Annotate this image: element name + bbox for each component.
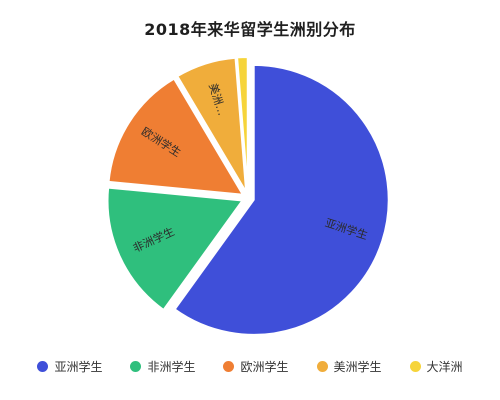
pie-slice[interactable] — [173, 63, 390, 336]
legend-item[interactable]: 欧洲学生 — [223, 358, 289, 375]
legend-swatch — [316, 360, 328, 372]
legend-item[interactable]: 大洋洲 — [409, 358, 463, 375]
legend-label: 美洲学生 — [333, 359, 382, 374]
legend-label: 大洋洲 — [426, 359, 463, 374]
legend-swatch — [130, 360, 142, 372]
legend: 亚洲学生 非洲学生 欧洲学生 美洲学生 大洋洲 — [0, 356, 500, 376]
legend-label: 亚洲学生 — [54, 359, 103, 374]
pie-slice[interactable] — [107, 77, 244, 196]
legend-label: 欧洲学生 — [240, 359, 289, 374]
legend-item[interactable]: 非洲学生 — [130, 358, 195, 375]
legend-label: 非洲学生 — [147, 359, 196, 374]
pie-slice[interactable] — [176, 56, 248, 194]
pie-slice[interactable] — [236, 56, 249, 194]
legend-swatch — [37, 360, 49, 372]
legend-item[interactable]: 亚洲学生 — [37, 358, 102, 375]
pie-slice[interactable] — [106, 186, 244, 311]
legend-item[interactable]: 美洲学生 — [316, 358, 382, 375]
legend-swatch — [409, 360, 421, 372]
chart-title: 2018年来华留学生洲别分布 — [144, 20, 356, 39]
legend-swatch — [223, 360, 235, 372]
